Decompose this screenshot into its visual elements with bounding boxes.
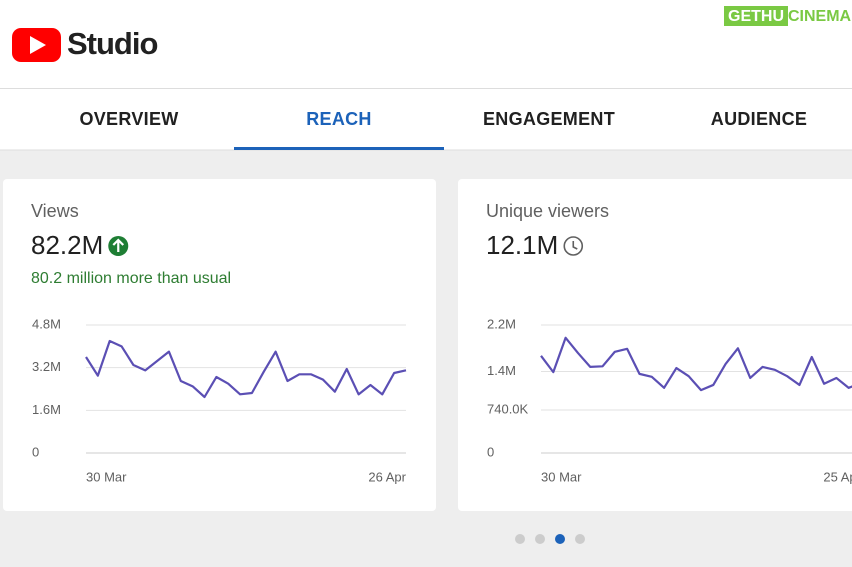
pager-dot[interactable]	[575, 534, 585, 544]
clock-hands	[572, 241, 578, 250]
watermark: GETHU	[728, 8, 784, 25]
metric-card[interactable]: Views 82.2M 80.2 million more than usual 0 1…	[3, 179, 436, 511]
logo-text[interactable]: Studio	[67, 26, 158, 61]
pager-dot[interactable]	[515, 534, 525, 544]
card	[3, 179, 436, 511]
card-value: 12.1M	[486, 230, 558, 260]
y-tick-label: 740.0K	[487, 401, 529, 416]
metric-card[interactable]: Unique viewers 12.1M 0 740.0K 1.4M 2.2M 30 Mar…	[458, 179, 852, 511]
header	[0, 0, 852, 88]
y-tick-label: 1.4M	[487, 363, 516, 378]
line-series	[540, 336, 852, 392]
tab[interactable]: ENGAGEMENT	[483, 109, 615, 129]
tab[interactable]: AUDIENCE	[711, 109, 807, 129]
pager-dot[interactable]	[535, 534, 545, 544]
x-tick-label: 30 Mar	[541, 469, 582, 484]
tab-bar	[0, 89, 852, 150]
x-tick-label: 30 Mar	[86, 469, 127, 484]
card-title: Views	[31, 201, 79, 221]
x-tick-label: 26 Apr	[368, 469, 406, 484]
watermark: CINEMA	[788, 8, 852, 25]
tab-indicator	[234, 147, 444, 150]
pager-dot[interactable]	[555, 534, 565, 544]
card-title: Unique viewers	[486, 201, 609, 221]
line-series	[85, 339, 407, 399]
y-tick-label: 1.6M	[32, 402, 61, 417]
card-value: 82.2M	[31, 230, 103, 260]
card-note: 80.2 million more than usual	[31, 270, 231, 287]
card	[458, 179, 852, 511]
x-tick-label: 25 Apr	[823, 469, 852, 484]
y-tick-label: 3.2M	[32, 359, 61, 374]
clock-icon	[563, 236, 584, 256]
watermark-box	[724, 6, 788, 26]
tab[interactable]: OVERVIEW	[79, 109, 178, 129]
y-tick-label: 4.8M	[32, 316, 61, 331]
y-tick-label: 0	[32, 444, 39, 459]
logo-play	[30, 36, 46, 54]
trend-up-arrow	[112, 238, 125, 252]
tab[interactable]: REACH	[306, 109, 372, 129]
y-tick-label: 2.2M	[487, 316, 516, 331]
y-tick-label: 0	[487, 444, 494, 459]
